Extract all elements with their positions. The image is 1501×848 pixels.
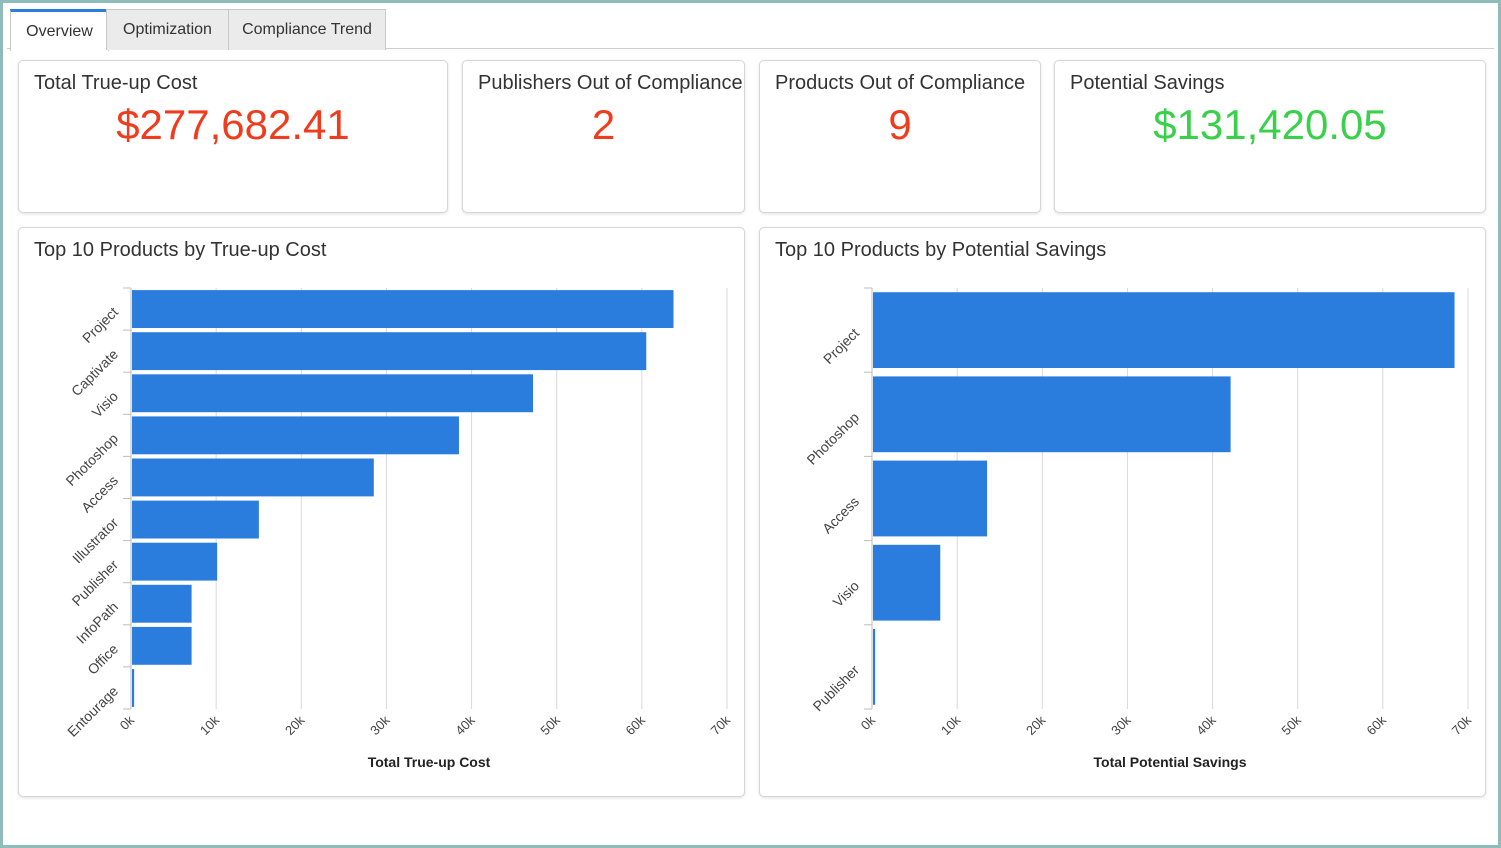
x-tick-label: 30k (1108, 712, 1134, 738)
kpi-card-total-true-up-cost: Total True-up Cost $277,682.41 (18, 60, 448, 213)
y-tick-label: Project (820, 325, 862, 367)
y-tick-label: Project (79, 304, 121, 346)
bar[interactable] (132, 542, 218, 581)
x-tick-label: 10k (197, 712, 223, 738)
x-tick-label: 70k (1449, 712, 1475, 738)
bar[interactable] (132, 332, 647, 371)
x-tick-label: 0k (858, 712, 879, 733)
bar[interactable] (132, 500, 259, 539)
y-tick-label: Access (819, 493, 862, 536)
bar[interactable] (132, 584, 192, 623)
chart-title: Top 10 Products by Potential Savings (775, 239, 1107, 261)
y-tick-label: Publisher (810, 661, 863, 714)
x-tick-label: 30k (367, 712, 393, 738)
tab-overview[interactable]: Overview (10, 9, 109, 51)
bar[interactable] (132, 374, 534, 413)
tab-bar: Overview Optimization Compliance Trend (7, 7, 1494, 51)
y-tick-label: Illustrator (69, 514, 121, 566)
x-tick-label: 20k (282, 712, 308, 738)
tab-optimization[interactable]: Optimization (106, 9, 229, 50)
bar[interactable] (873, 460, 988, 537)
kpi-title: Products Out of Compliance (775, 72, 1026, 94)
x-tick-label: 50k (1278, 712, 1304, 738)
bar[interactable] (132, 416, 459, 455)
x-tick-label: 10k (938, 712, 964, 738)
kpi-value: 2 (591, 101, 616, 148)
x-axis-title: Total Potential Savings (1094, 754, 1247, 770)
kpi-title: Publishers Out of Compliance (478, 72, 743, 94)
y-tick-label: Publisher (69, 556, 122, 609)
bar[interactable] (873, 376, 1231, 453)
x-tick-label: 60k (1364, 712, 1390, 738)
true-up-cost-bar-chart: 0k 10k 20k 30k 40k 50k 60k 70k ProjectCaptivateV… (62, 287, 734, 770)
x-axis-title: Total True-up Cost (368, 754, 491, 770)
y-tick-label: Photoshop (803, 409, 862, 468)
bar[interactable] (132, 626, 192, 665)
kpi-value: $131,420.05 (1153, 101, 1387, 148)
chart-card-true-up-cost: Top 10 Products by True-up Cost 0k 10k 20k… (18, 227, 745, 797)
x-tick-label: 50k (537, 712, 563, 738)
y-tick-label: Visio (830, 577, 863, 610)
bar[interactable] (873, 544, 941, 621)
y-tick-label: Access (78, 472, 121, 515)
bar[interactable] (132, 458, 374, 497)
x-tick-label: 40k (452, 712, 478, 738)
kpi-card-publishers-out-of-compliance: Publishers Out of Compliance 2 (462, 60, 745, 213)
kpi-title: Potential Savings (1070, 72, 1225, 94)
bar[interactable] (132, 669, 135, 707)
kpi-value: 9 (888, 101, 912, 148)
x-tick-label: 70k (708, 712, 734, 738)
y-tick-label: Office (84, 641, 121, 678)
bar[interactable] (873, 292, 1455, 368)
tab-compliance-trend[interactable]: Compliance Trend (228, 9, 386, 50)
x-tick-label: 60k (623, 712, 649, 738)
potential-savings-bar-chart: 0k 10k 20k 30k 40k 50k 60k 70k Project Photoshop A… (803, 287, 1475, 770)
x-tick-label: 0k (117, 712, 138, 733)
y-tick-label: Captivate (68, 346, 121, 399)
y-tick-label: Visio (89, 388, 122, 421)
kpi-title: Total True-up Cost (34, 72, 198, 94)
x-tick-label: 40k (1193, 712, 1219, 738)
x-tick-label: 20k (1023, 712, 1049, 738)
kpi-card-potential-savings: Potential Savings $131,420.05 (1054, 60, 1486, 213)
chart-title: Top 10 Products by True-up Cost (34, 239, 327, 261)
kpi-value: $277,682.41 (116, 101, 350, 148)
kpi-card-products-out-of-compliance: Products Out of Compliance 9 (759, 60, 1041, 213)
bar[interactable] (132, 290, 674, 328)
chart-card-potential-savings: Top 10 Products by Potential Savings 0k 1… (759, 227, 1486, 797)
bar[interactable] (873, 629, 876, 705)
y-tick-label: Entourage (64, 683, 121, 740)
